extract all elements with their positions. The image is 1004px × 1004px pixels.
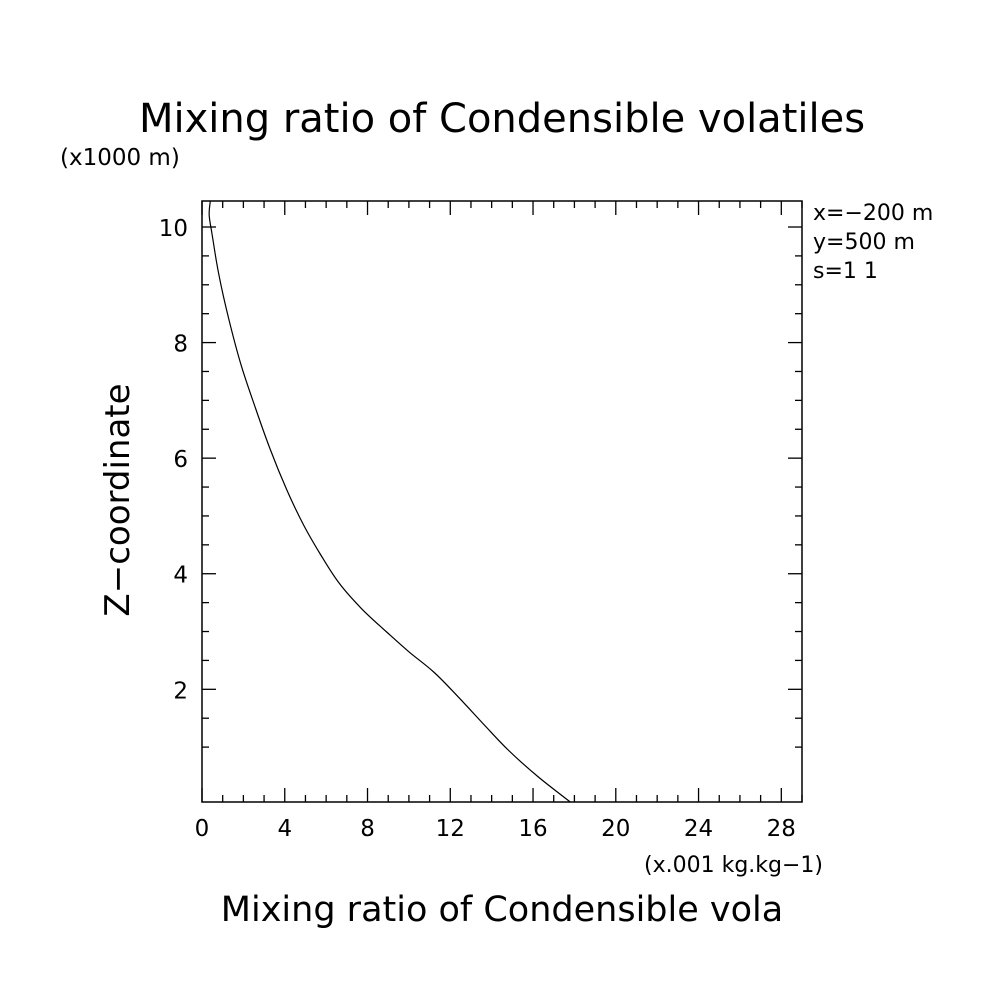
x-tick-label: 20 (601, 816, 630, 842)
x-axis-label: Mixing ratio of Condensible vola (221, 890, 783, 930)
chart-title: Mixing ratio of Condensible volatiles (139, 96, 865, 142)
x-tick-label: 24 (684, 816, 713, 842)
y-unit-label: (x1000 m) (60, 145, 180, 171)
annotation-s: s=1 1 (813, 259, 878, 284)
y-axis-label: Z−coordinate (98, 383, 138, 616)
x-unit-label: (x.001 kg.kg−1) (644, 853, 823, 878)
y-tick-label: 8 (173, 332, 188, 358)
y-tick-label: 4 (173, 563, 188, 589)
y-tick-label: 6 (173, 447, 188, 473)
x-tick-label: 0 (195, 816, 210, 842)
annotation-y: y=500 m (813, 230, 915, 255)
x-tick-label: 28 (767, 816, 796, 842)
y-ticks (202, 227, 802, 747)
x-tick-labels: 0 4 8 12 16 20 24 28 (195, 816, 796, 842)
x-tick-label: 12 (436, 816, 465, 842)
y-tick-labels: 2 4 6 8 10 (159, 216, 188, 704)
x-tick-label: 8 (360, 816, 375, 842)
x-tick-label: 16 (518, 816, 547, 842)
series-line (209, 201, 570, 802)
y-tick-label: 2 (173, 678, 188, 704)
annotation-x: x=−200 m (813, 201, 933, 226)
y-tick-label: 10 (159, 216, 188, 242)
x-tick-label: 4 (277, 816, 292, 842)
